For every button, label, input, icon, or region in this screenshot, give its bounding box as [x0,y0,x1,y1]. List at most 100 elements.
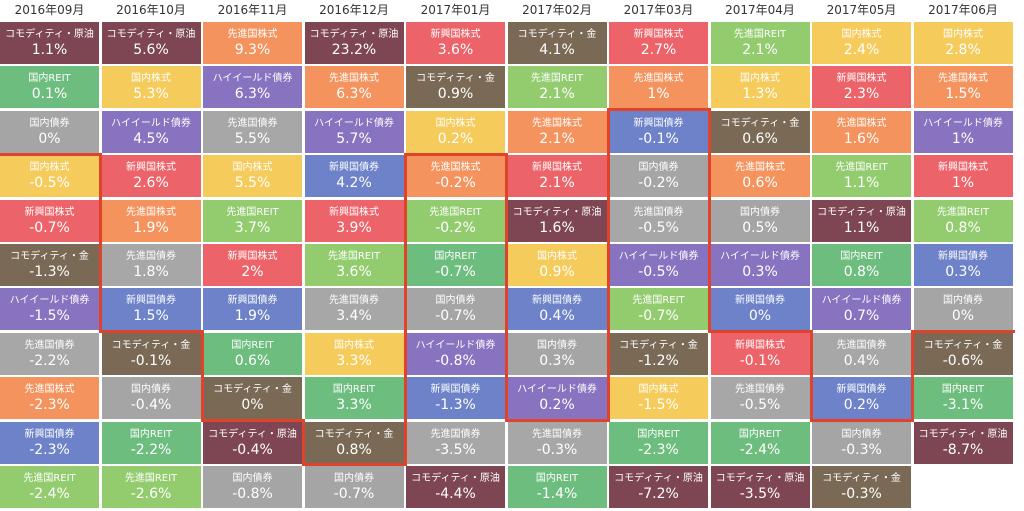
return-value: -0.5% [739,397,781,414]
asset-return-cell: 国内債券 0.5% [710,199,810,242]
asset-return-cell: 新興国株式 3.6% [406,22,505,64]
asset-name: 新興国株式 [532,162,582,174]
asset-name: コモディティ・金 [10,251,89,262]
asset-name: 先進国REIT [124,473,178,484]
asset-return-cell: コモディティ・金 -0.1% [101,332,201,375]
return-value: 2.7% [640,42,677,58]
asset-name: 先進国債券 [532,428,582,440]
asset-name: 国内REIT [28,73,71,85]
month-header: 2017年06月 [928,3,998,17]
month-header: 2017年02月 [522,3,592,17]
return-value: 5.5% [234,130,271,147]
asset-name: 新興国債券 [329,162,379,174]
return-value: -0.5% [638,219,679,236]
asset-name: コモディティ・金 [314,428,394,440]
return-value: -0.5% [29,175,70,192]
return-value: 0.5% [742,219,778,236]
return-value: -1.3% [29,264,70,280]
return-value: -0.3% [841,441,882,458]
asset-name: ハイイールド債券 [720,251,800,262]
return-value: 2.1% [539,130,575,147]
return-value: -0.8% [435,352,476,369]
zero-boundary-line [99,152,102,334]
return-value: 0% [38,130,61,147]
asset-name: 国内REIT [738,428,782,440]
asset-return-cell: 国内債券 0% [0,110,99,153]
asset-name: ハイイールド債券 [517,384,597,396]
asset-return-cell: コモディティ・原油 1.6% [507,199,607,242]
asset-name: 先進国債券 [735,384,785,396]
zero-boundary-line [809,330,813,422]
asset-return-cell: 新興国債券 0.4% [507,288,607,331]
return-value: -0.7% [29,219,70,236]
asset-return-cell: ハイイールド債券 0.3% [710,244,810,286]
asset-return-cell: 先進国債券 0.4% [812,332,911,375]
asset-return-cell: 新興国株式 1% [913,155,1013,198]
return-value: 5.3% [133,86,169,103]
asset-return-cell: 先進国株式 -0.2% [406,155,505,198]
asset-return-cell: ハイイールド債券 0.7% [812,288,911,331]
zero-boundary-line [0,152,102,156]
asset-name: コモディティ・原油 [309,29,399,40]
return-value: 0.9% [539,264,575,280]
asset-return-cell: 新興国株式 2.3% [812,66,911,109]
asset-return-cell: 先進国REIT 2.1% [507,66,607,109]
asset-return-cell: 先進国債券 -3.5% [406,421,505,464]
asset-name: 先進国債券 [24,339,75,351]
asset-name: 新興国株式 [329,206,379,218]
asset-return-cell: ハイイールド債券 1% [913,110,1013,153]
return-value: -2.4% [29,486,70,502]
zero-boundary-line [406,152,508,156]
return-value: 6.3% [336,86,372,103]
asset-return-cell: コモディティ・原油 1.1% [812,199,911,242]
asset-name: 国内REIT [535,473,579,484]
return-value: 2.1% [539,175,575,192]
asset-name: コモディティ・原油 [614,473,703,484]
asset-return-cell: 国内REIT -2.2% [101,421,201,464]
asset-name: 先進国株式 [532,117,582,129]
asset-return-cell: 先進国REIT 1.1% [812,155,911,198]
return-value: 0.2% [437,130,474,147]
asset-name: 先進国REIT [835,162,888,174]
return-value: 1.1% [843,219,880,236]
return-value: 5.5% [234,175,271,192]
return-value: 0.2% [843,397,880,414]
return-value: -0.6% [942,352,984,369]
asset-name: 先進国REIT [327,251,381,262]
asset-return-cell: 新興国株式 2.6% [101,155,201,198]
asset-name: ハイイールド債券 [212,73,293,85]
month-header: 2017年03月 [623,3,694,17]
asset-return-cell: 国内REIT -2.4% [710,421,810,464]
asset-return-cell: 国内債券 -0.2% [609,155,708,198]
asset-return-cell: 先進国株式 1.6% [812,110,911,153]
asset-return-cell: コモディティ・原油 23.2% [304,22,404,64]
asset-return-cell: コモディティ・原油 -8.7% [913,421,1013,464]
return-value: 0% [241,397,264,414]
return-value: 0% [951,308,975,325]
return-value: 3.6% [437,42,474,58]
return-value: 1.1% [843,175,880,192]
asset-return-cell: 国内株式 2.8% [913,22,1013,64]
asset-return-cell: 国内REIT 0.1% [0,66,99,109]
return-value: -0.3% [536,441,578,458]
asset-return-cell: 先進国REIT -0.7% [609,288,708,331]
asset-return-cell: ハイイールド債券 -1.5% [0,288,99,331]
return-value: 1.9% [234,308,271,325]
asset-return-cell: 国内REIT -1.4% [507,466,607,508]
asset-return-cell: コモディティ・原油 -0.4% [203,421,302,464]
asset-return-cell: 先進国債券 -0.5% [710,377,810,420]
return-value: -7.2% [638,486,679,502]
return-value: -4.4% [435,486,476,502]
asset-name: 国内REIT [941,384,985,396]
zero-boundary-line [911,330,914,422]
asset-name: 先進国REIT [936,206,990,218]
asset-return-cell: 新興国株式 -0.7% [0,199,99,242]
asset-return-cell: 国内REIT -0.7% [406,244,505,286]
asset-name: 先進国株式 [938,73,988,85]
asset-name: 先進国株式 [836,117,887,129]
return-value: 1.6% [539,219,575,236]
asset-name: 先進国債券 [227,117,278,129]
return-value: -2.3% [29,397,70,414]
return-value: 0.3% [742,264,778,280]
